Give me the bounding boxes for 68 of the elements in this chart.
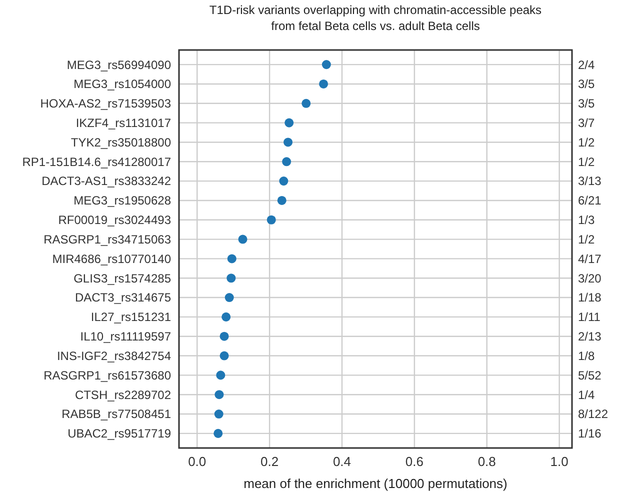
point bbox=[284, 118, 294, 128]
y2-tick-label: 4/17 bbox=[578, 252, 602, 266]
x-tick-label: 0.2 bbox=[260, 454, 279, 469]
y-tick-label: UBAC2_rs9517719 bbox=[68, 426, 172, 441]
y2-tick-label: 1/16 bbox=[578, 426, 602, 441]
point bbox=[227, 254, 236, 264]
y-tick-label: RASGRP1_rs34715063 bbox=[44, 232, 172, 246]
y2-tick-label: 1/18 bbox=[578, 290, 602, 305]
y-tick-label: MIR4686_rs10770140 bbox=[52, 252, 172, 266]
x-tick-label: 0.4 bbox=[332, 454, 352, 469]
point bbox=[266, 215, 276, 224]
y-tick-label: HOXA-AS2_rs71539503 bbox=[40, 96, 172, 111]
chart-title: T1D-risk variants overlapping with chromatin-accessible peaks from fetal Beta cells vs. adult Beta cells bbox=[209, 3, 542, 33]
y2-tick-label: 2/13 bbox=[578, 330, 602, 344]
point bbox=[302, 98, 311, 108]
y-tick-label: CTSH_rs2289702 bbox=[74, 388, 172, 402]
x-axis-title: mean of the enrichment (10000 permutations) bbox=[244, 476, 508, 491]
y-tick-label: MEG3_rs56994090 bbox=[66, 58, 172, 72]
point bbox=[214, 390, 224, 400]
y2-tick-label: 1/2 bbox=[578, 232, 596, 246]
y2-tick-label: 3/5 bbox=[578, 77, 596, 92]
y-tick-label: DACT3-AS1_rs3833242 bbox=[42, 174, 172, 188]
point bbox=[214, 428, 223, 438]
y2-tick-label: 1/3 bbox=[578, 213, 596, 228]
y-tick-label: RAB5B_rs77508451 bbox=[62, 407, 172, 422]
y-tick-label: IL27_rs151231 bbox=[90, 310, 172, 324]
x-tick-label: 0.8 bbox=[478, 454, 496, 469]
point bbox=[238, 234, 248, 244]
point bbox=[277, 196, 286, 205]
y2-tick-label: 1/2 bbox=[578, 154, 596, 169]
point bbox=[216, 370, 226, 380]
y2-tick-label: 1/11 bbox=[578, 310, 601, 324]
point bbox=[322, 60, 331, 70]
y-tick-label: MEG3_rs1950628 bbox=[74, 194, 172, 208]
y2-tick-label: 2/4 bbox=[578, 58, 596, 72]
y2-tick-label: 1/8 bbox=[578, 348, 596, 363]
y-tick-label: MEG3_rs1054000 bbox=[74, 77, 172, 92]
y-tick-label: GLIS3_rs1574285 bbox=[74, 271, 172, 286]
y2-tick-label: 1/2 bbox=[578, 135, 596, 150]
y2-tick-label: 3/13 bbox=[578, 174, 602, 188]
point bbox=[279, 176, 288, 186]
point bbox=[224, 293, 234, 302]
y-tick-label: RF00019_rs3024493 bbox=[58, 213, 172, 228]
y-tick-label: IL10_rs11119597 bbox=[80, 330, 172, 344]
point bbox=[319, 79, 328, 88]
point bbox=[284, 138, 293, 147]
y-tick-label: DACT3_rs314675 bbox=[74, 290, 172, 305]
point bbox=[220, 332, 229, 341]
y-tick-label: RASGRP1_rs61573680 bbox=[44, 368, 172, 382]
y2-tick-label: 6/21 bbox=[578, 194, 602, 208]
point bbox=[282, 157, 292, 166]
x-tick-label: 0.6 bbox=[405, 454, 424, 469]
y2-tick-label: 3/5 bbox=[578, 96, 596, 111]
y-tick-label: INS-IGF2_rs3842754 bbox=[56, 348, 172, 363]
y-tick-label: TYK2_rs35018800 bbox=[70, 135, 172, 150]
y-tick-label: IKZF4_rs1131017 bbox=[76, 116, 172, 130]
y2-tick-label: 3/20 bbox=[578, 271, 602, 286]
x-tick-label: 0.0 bbox=[188, 454, 206, 469]
point bbox=[214, 410, 224, 419]
y2-tick-label: 3/7 bbox=[578, 116, 596, 130]
y2-tick-label: 1/4 bbox=[578, 388, 596, 402]
y2-tick-label: 8/122 bbox=[578, 407, 608, 422]
point bbox=[226, 274, 236, 283]
y2-tick-label: 5/52 bbox=[578, 368, 602, 382]
x-tick-label: 1.0 bbox=[550, 454, 568, 469]
point bbox=[222, 312, 231, 322]
y-tick-label: RP1-151B14.6_rs41280017 bbox=[22, 154, 172, 169]
point bbox=[220, 351, 229, 360]
